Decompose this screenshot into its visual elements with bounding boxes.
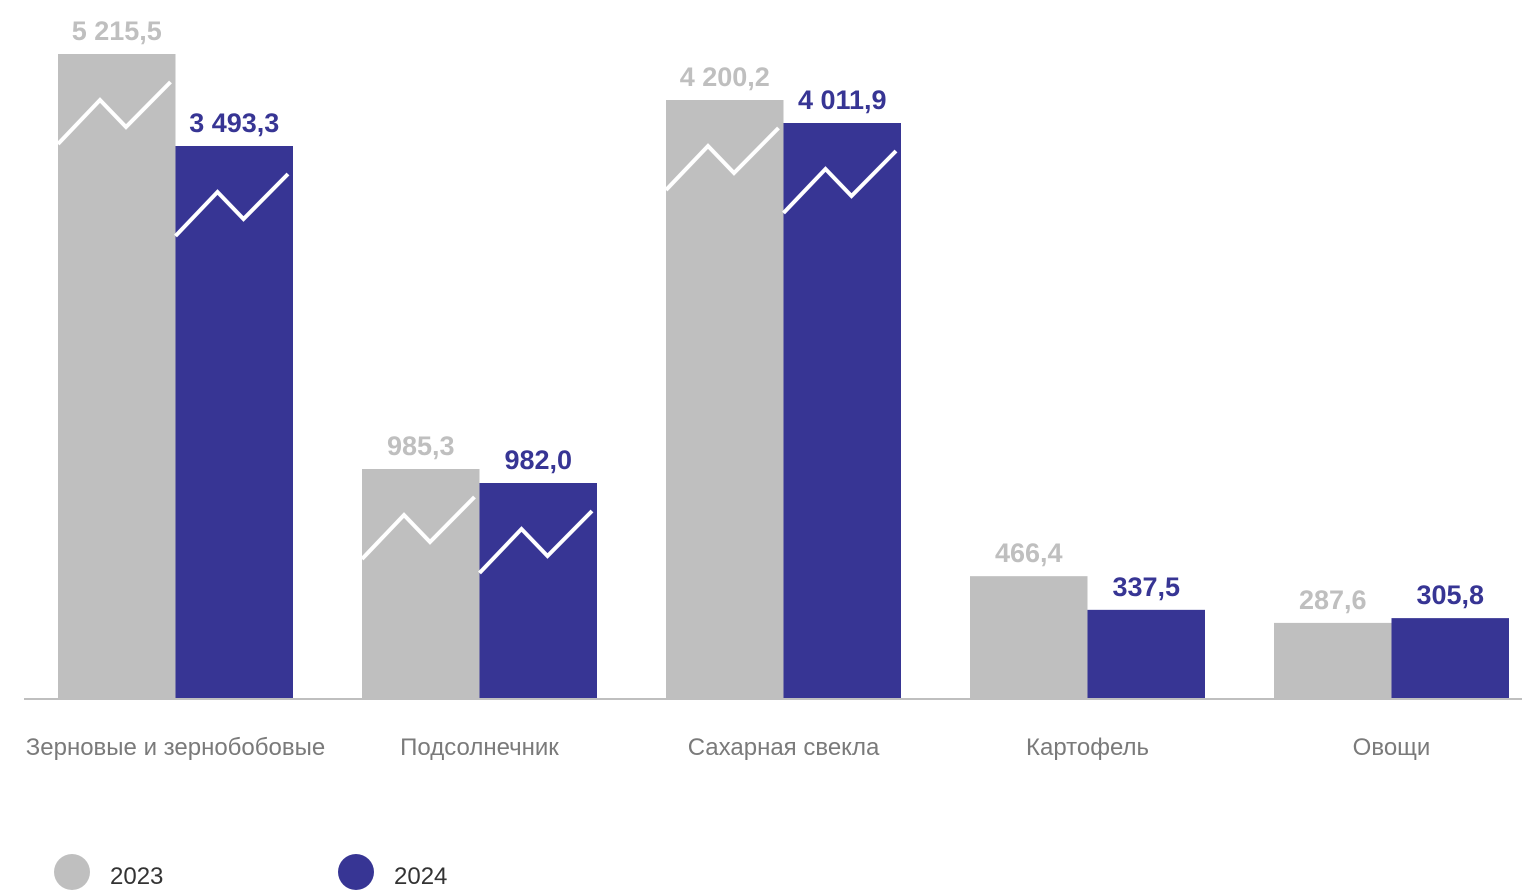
axis-break-mark-2023-1: [360, 495, 476, 561]
bar-2024-2: [783, 123, 901, 698]
bar-2023-1: [362, 469, 480, 698]
bar-2023-2: [666, 100, 784, 698]
data-label-2024-2: 4 011,9: [798, 85, 887, 115]
data-label-2024-3: 337,5: [1112, 572, 1180, 602]
legend-label-2023: 2023: [110, 863, 163, 890]
bar-2024-1: [479, 483, 597, 698]
data-label-2023-3: 466,4: [995, 538, 1063, 568]
bar-2023-4: [1274, 622, 1392, 698]
axis-break-mark-2023-0: [56, 80, 172, 146]
category-label-4: Овощи: [1353, 734, 1431, 761]
data-label-2023-4: 287,6: [1299, 585, 1367, 615]
bar-2023-3: [970, 576, 1088, 698]
data-label-2023-0: 5 215,5: [72, 16, 162, 46]
bar-2024-3: [1087, 609, 1205, 698]
bar-2024-4: [1391, 618, 1509, 698]
category-label-0: Зерновые и зернобобовые: [26, 734, 325, 761]
legend-marker-2023: [54, 854, 90, 890]
category-label-3: Картофель: [1026, 734, 1149, 761]
axis-break-mark-2024-0: [174, 172, 290, 238]
data-label-2024-4: 305,8: [1416, 580, 1484, 610]
bar-2023-0: [58, 54, 176, 698]
legend-label-2024: 2024: [394, 863, 447, 890]
axis-break-mark-2024-1: [478, 509, 594, 575]
data-label-2023-2: 4 200,2: [680, 62, 770, 92]
legend-marker-2024: [338, 854, 374, 890]
bar-2024-0: [175, 146, 293, 698]
data-label-2024-1: 982,0: [504, 445, 572, 475]
category-label-2: Сахарная свекла: [688, 734, 880, 761]
axis-break-mark-2024-2: [782, 149, 898, 215]
axis-break-mark-2023-2: [664, 126, 780, 192]
data-label-2024-0: 3 493,3: [189, 108, 279, 138]
data-label-2023-1: 985,3: [387, 431, 455, 461]
category-label-1: Подсолнечник: [400, 734, 559, 761]
